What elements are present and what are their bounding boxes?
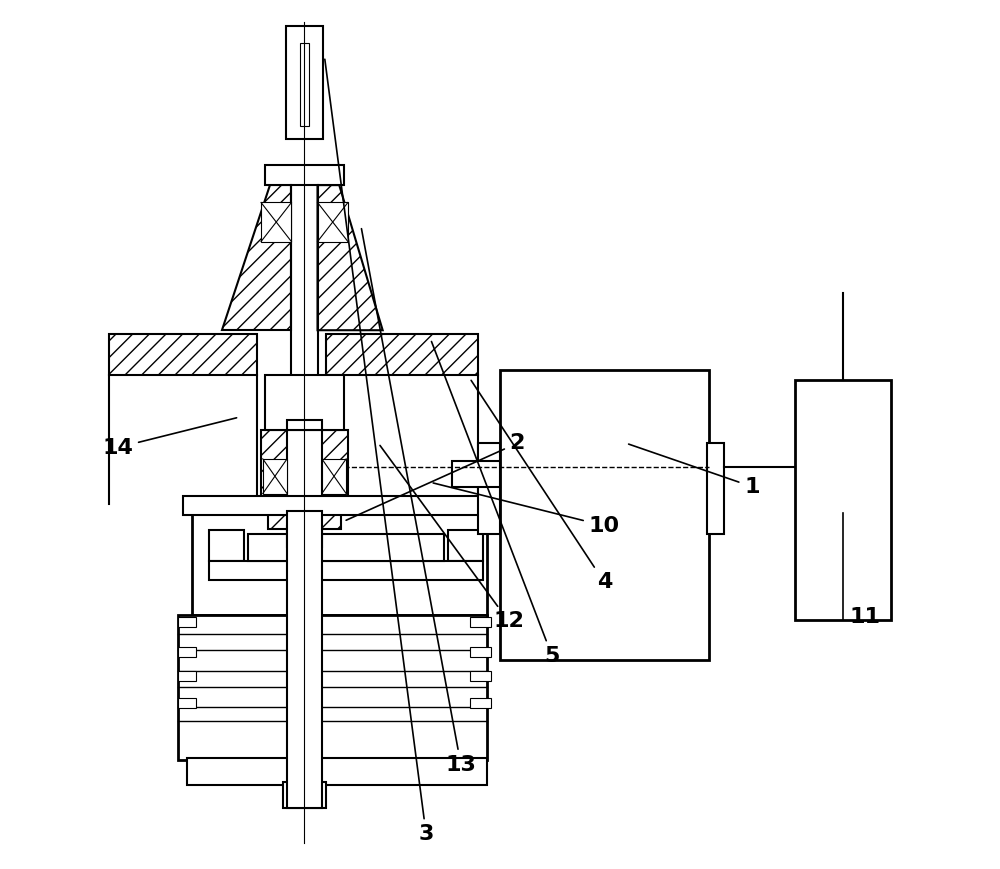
- Bar: [470, 698, 491, 708]
- Text: 13: 13: [361, 229, 476, 775]
- Bar: [287, 511, 322, 808]
- Text: 14: 14: [102, 418, 237, 458]
- Bar: [286, 26, 323, 139]
- Bar: [248, 534, 444, 561]
- Bar: [265, 165, 344, 185]
- Polygon shape: [222, 185, 291, 330]
- Bar: [300, 43, 309, 126]
- Bar: [470, 647, 491, 657]
- Text: 5: 5: [431, 342, 560, 667]
- Bar: [261, 202, 291, 242]
- Bar: [322, 459, 346, 494]
- Bar: [298, 534, 311, 717]
- Bar: [470, 671, 491, 681]
- Text: 11: 11: [849, 607, 880, 627]
- Bar: [470, 617, 491, 627]
- Bar: [183, 496, 496, 515]
- Bar: [326, 334, 478, 375]
- Bar: [448, 530, 483, 561]
- Text: 12: 12: [380, 446, 524, 632]
- Text: 1: 1: [629, 444, 760, 497]
- Bar: [209, 561, 483, 580]
- Bar: [263, 459, 287, 494]
- Text: 2: 2: [346, 433, 525, 521]
- Bar: [178, 615, 487, 760]
- Bar: [178, 671, 196, 681]
- Bar: [209, 530, 244, 561]
- Polygon shape: [261, 430, 287, 510]
- Bar: [298, 513, 311, 534]
- Bar: [478, 443, 500, 534]
- Bar: [187, 758, 487, 785]
- Bar: [178, 647, 196, 657]
- Bar: [265, 375, 344, 430]
- Polygon shape: [322, 430, 348, 510]
- Bar: [109, 334, 257, 375]
- Bar: [283, 782, 326, 808]
- Bar: [268, 510, 341, 529]
- Bar: [287, 526, 322, 547]
- Text: 4: 4: [471, 381, 612, 593]
- Bar: [287, 420, 322, 430]
- Bar: [500, 370, 709, 660]
- Bar: [178, 698, 196, 708]
- Text: 3: 3: [325, 59, 434, 845]
- Text: 10: 10: [433, 483, 620, 536]
- Bar: [178, 617, 196, 627]
- Bar: [707, 443, 724, 534]
- Bar: [795, 380, 891, 620]
- Polygon shape: [318, 185, 383, 330]
- Bar: [452, 461, 500, 487]
- Bar: [192, 504, 487, 615]
- Bar: [318, 202, 348, 242]
